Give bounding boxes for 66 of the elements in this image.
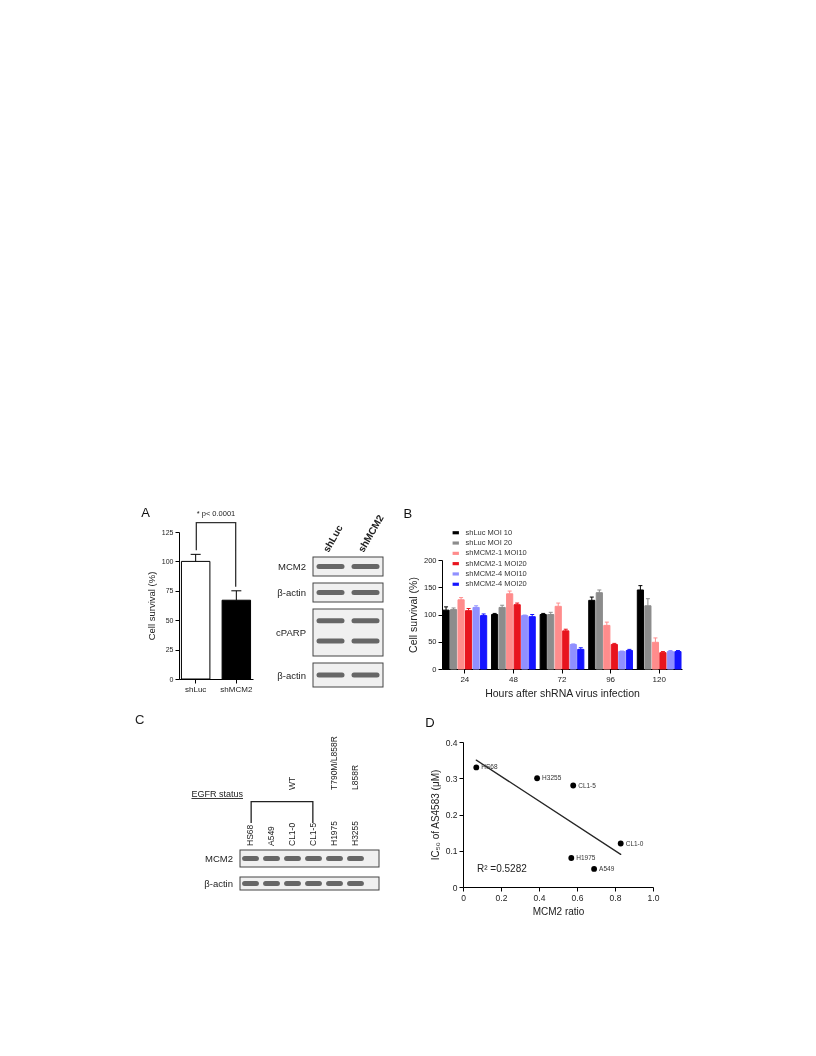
chart-title: D bbox=[425, 715, 435, 730]
y-tick-label: 0.2 bbox=[445, 810, 458, 820]
text: T790M/L858R bbox=[329, 736, 340, 790]
chart-title: B bbox=[403, 506, 413, 521]
bar bbox=[465, 610, 473, 670]
category-label: CL1-0 bbox=[287, 822, 298, 846]
category-label: β-actin bbox=[277, 669, 306, 681]
category-label: β-actin bbox=[277, 587, 306, 598]
x-axis-title: MCM2 ratio bbox=[532, 906, 585, 917]
point bbox=[591, 865, 598, 872]
bar bbox=[569, 643, 577, 670]
chart-title: A bbox=[141, 505, 151, 520]
x-tick-label: 0 bbox=[461, 892, 467, 903]
x-tick-label: 48 bbox=[508, 674, 519, 684]
annotation: R² =0.5282 bbox=[477, 863, 528, 874]
bar bbox=[480, 615, 488, 670]
bar bbox=[472, 606, 480, 670]
y-axis-title: IC₅₀ of AS4583 (μM) bbox=[429, 769, 441, 861]
bar bbox=[457, 599, 465, 670]
x-axis-title: Hours after shRNA virus infection bbox=[485, 686, 640, 699]
y-tick-label: 0.4 bbox=[445, 737, 458, 748]
x-tick-label: 0.8 bbox=[609, 892, 622, 903]
category-label: CL1-5 bbox=[308, 822, 319, 846]
x-tick-label: 0.6 bbox=[571, 892, 584, 903]
x-tick-label: 120 bbox=[652, 674, 667, 684]
point bbox=[534, 775, 541, 782]
text: EGFR status bbox=[191, 789, 244, 799]
text: WT bbox=[287, 776, 298, 790]
y-tick-label: 0 bbox=[452, 882, 458, 893]
x-tick-label: 96 bbox=[606, 674, 616, 684]
y-tick-label: 0.3 bbox=[445, 773, 458, 784]
y-axis-title: Cell survival (%) bbox=[145, 571, 157, 641]
category-label: H1975 bbox=[329, 820, 340, 846]
text: L858R bbox=[350, 764, 361, 790]
bar bbox=[674, 651, 682, 670]
point bbox=[617, 840, 624, 847]
y-axis-title: Cell survival (%) bbox=[406, 577, 419, 653]
category-label: β-actin bbox=[204, 878, 233, 889]
bar bbox=[610, 643, 618, 670]
x-tick-label: 0.4 bbox=[533, 892, 546, 903]
point bbox=[473, 764, 480, 771]
x-tick-label: 0.2 bbox=[495, 892, 508, 903]
bar bbox=[625, 649, 633, 670]
bar bbox=[562, 630, 570, 670]
y-tick-label: 0.1 bbox=[445, 846, 458, 857]
category-label: H3255 bbox=[350, 820, 361, 846]
point bbox=[570, 782, 577, 789]
x-tick-label: 72 bbox=[557, 674, 567, 684]
x-tick-label: 1.0 bbox=[647, 892, 660, 903]
category-label: cPARP bbox=[276, 627, 306, 638]
bar bbox=[618, 651, 626, 670]
bar bbox=[577, 648, 585, 670]
bar bbox=[528, 616, 536, 670]
bar bbox=[666, 651, 675, 670]
category-label: HS68 bbox=[245, 824, 256, 846]
category-label: MCM2 bbox=[205, 853, 233, 864]
bar bbox=[521, 615, 529, 670]
text: C bbox=[135, 712, 145, 727]
point bbox=[568, 855, 575, 861]
category-label: A549 bbox=[266, 825, 277, 846]
bar bbox=[498, 606, 506, 670]
bar bbox=[659, 652, 667, 670]
category-label: MCM2 bbox=[278, 561, 306, 572]
x-tick-label: 24 bbox=[460, 674, 470, 684]
bar bbox=[513, 604, 521, 670]
bar bbox=[449, 609, 458, 670]
